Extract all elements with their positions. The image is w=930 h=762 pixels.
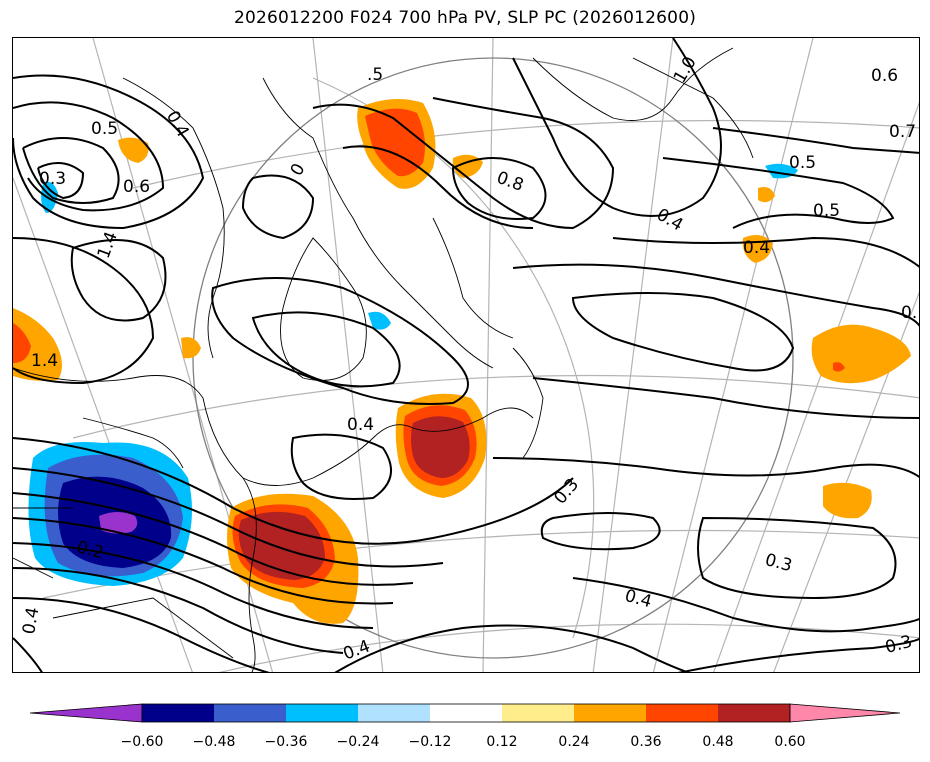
page-title: 2026012200 F024 700 hPa PV, SLP PC (2026… [233, 8, 697, 28]
contour-label: 0.4 [623, 586, 654, 612]
contour-label: 0.4 [743, 238, 770, 258]
contour-label: 0.4 [162, 107, 193, 140]
colorbar-segments [29, 703, 901, 723]
pv-positive-fill [13, 99, 911, 624]
pv-negative-fill [28, 163, 798, 586]
contour-label: 0.3 [550, 475, 583, 509]
contour-label: 0.8 [494, 168, 526, 196]
map-panel[interactable]: 0.6 0.7 0.5 0.5 1.0 0.4 0.8 0.4 0.5 .5 0… [12, 37, 920, 673]
contour-label: 0.6 [871, 66, 898, 86]
coastlines [13, 47, 754, 672]
contour-label: 0.5 [813, 201, 840, 221]
colorbar-tick-label: 0.48 [702, 734, 734, 750]
colorbar-bin [646, 704, 718, 722]
colorbar-tick-label: −0.48 [192, 734, 236, 750]
colorbar-tick-label: 0.36 [630, 734, 662, 750]
contour-label-layer: 0.6 0.7 0.5 0.5 1.0 0.4 0.8 0.4 0.5 .5 0… [19, 53, 917, 664]
contour-label: 0.3 [39, 169, 66, 189]
contour-label: 0.3 [763, 550, 794, 576]
colorbar-bin [430, 704, 502, 722]
contour-label: 0.5 [789, 153, 816, 173]
colorbar-bin [502, 704, 574, 722]
colorbar-tick-label: 0.24 [558, 734, 590, 750]
colorbar-tick-label: −0.12 [408, 734, 452, 750]
colorbar-bar [29, 703, 901, 723]
contour-label: 1.0 [670, 53, 701, 86]
colorbar-bin [358, 704, 430, 722]
colorbar-extension-low [29, 703, 143, 723]
colorbar-extension-high [789, 703, 901, 723]
contour-label: 0 [287, 160, 310, 179]
map-canvas: 0.6 0.7 0.5 0.5 1.0 0.4 0.8 0.4 0.5 .5 0… [13, 38, 919, 672]
contour-label: 0.5 [91, 119, 118, 139]
colorbar-tick-label: −0.36 [264, 734, 308, 750]
contour-label: 1.4 [31, 351, 58, 371]
colorbar-bin [718, 704, 790, 722]
colorbar-outline [141, 703, 791, 723]
contour-label: 0.4 [347, 415, 374, 435]
contour-label: 0.4 [341, 636, 373, 664]
domain-circle [192, 57, 794, 659]
colorbar-bin [214, 704, 286, 722]
colorbar-tick-label: −0.24 [336, 734, 380, 750]
contour-label: 0.4 [19, 606, 43, 636]
colorbar-tick-label: 0.60 [774, 734, 806, 750]
colorbar-tick-label: 0.12 [486, 734, 518, 750]
contour-label: 0.7 [889, 122, 916, 142]
colorbar-bin [142, 704, 214, 722]
colorbar-bin [574, 704, 646, 722]
colorbar-bin [286, 704, 358, 722]
colorbar [0, 690, 930, 762]
colorbar-tick-label: −0.60 [120, 734, 164, 750]
contour-label: 0.6 [123, 177, 150, 197]
contour-label: 1.4 [94, 229, 122, 261]
contour-lines [13, 38, 919, 672]
contour-label: 0. [901, 303, 917, 323]
contour-label: .5 [367, 65, 383, 85]
contour-label: 0.3 [883, 632, 914, 658]
